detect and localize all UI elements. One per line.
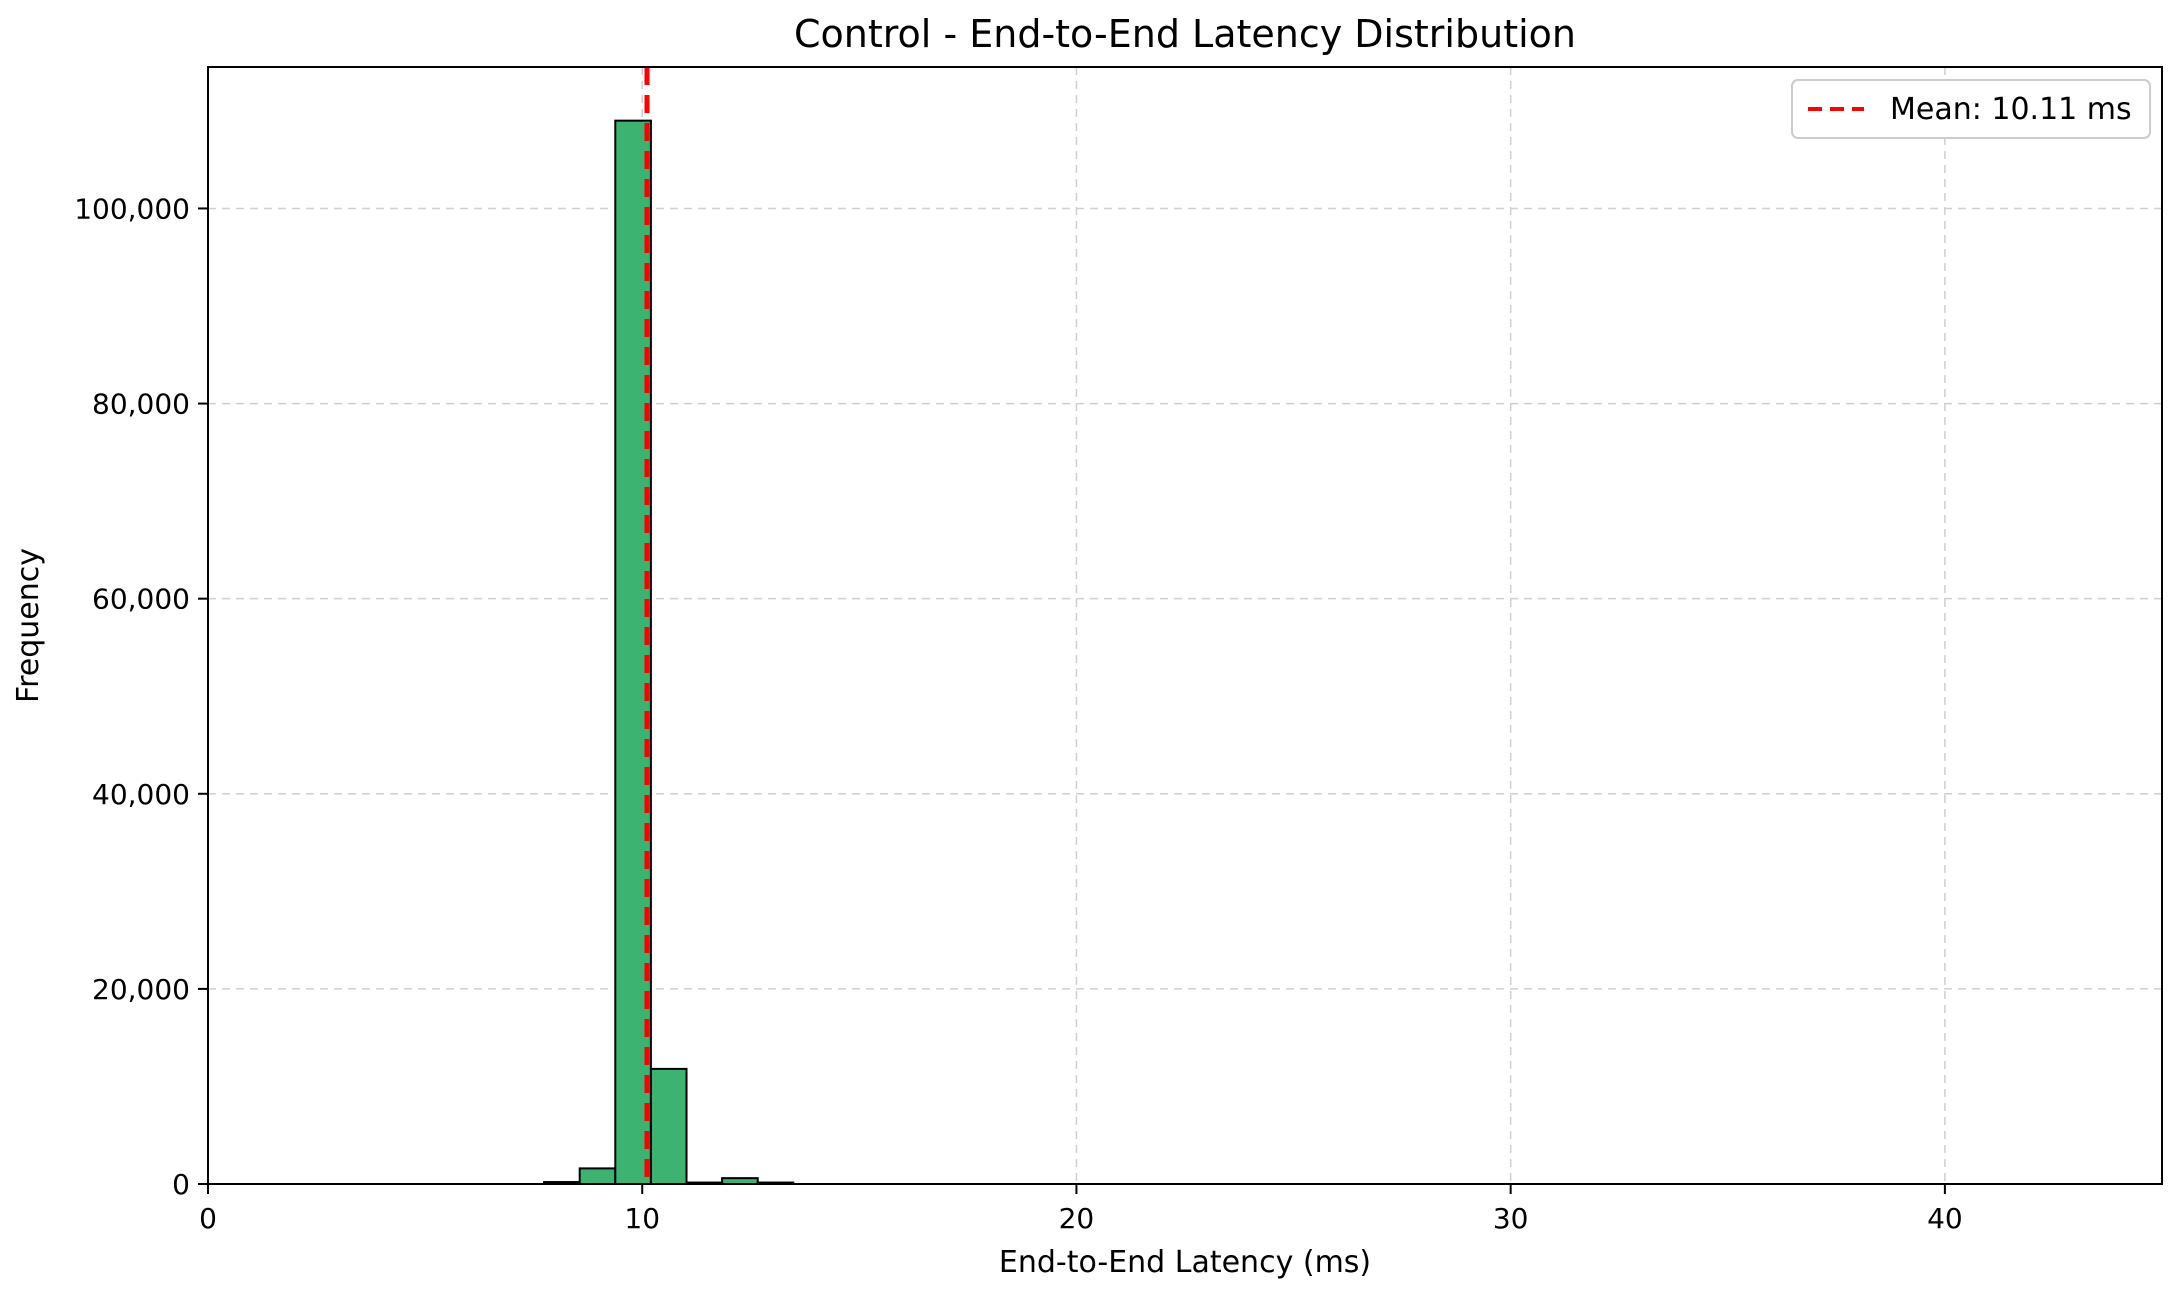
x-axis-label: End-to-End Latency (ms) (999, 1245, 1371, 1280)
plot-area-frame (207, 66, 2163, 1185)
x-axis-ticks: 0 10 20 30 40 (199, 1184, 1963, 1235)
x-tick-label: 10 (624, 1202, 660, 1235)
x-tick-label: 40 (1927, 1202, 1963, 1235)
chart-title: Control - End-to-End Latency Distributio… (794, 12, 1576, 56)
legend-box (1791, 79, 2151, 139)
legend-mean-label: Mean: 10.11 ms (1890, 92, 2132, 127)
x-tick-label: 0 (199, 1202, 217, 1235)
y-tick-label: 100,000 (74, 192, 190, 225)
x-tick-label: 30 (1493, 1202, 1529, 1235)
y-axis-ticks: 0 20,000 40,000 60,000 80,000 100,000 (74, 192, 208, 1201)
histogram-bar (578, 1167, 617, 1185)
y-tick-label: 80,000 (92, 388, 190, 421)
y-tick-label: 20,000 (92, 973, 190, 1006)
y-tick-label: 40,000 (92, 778, 190, 811)
y-tick-label: 60,000 (92, 583, 190, 616)
x-tick-label: 20 (1059, 1202, 1095, 1235)
legend: Mean: 10.11 ms (1791, 79, 2151, 139)
histogram-bar (649, 1067, 688, 1186)
y-tick-label: 0 (172, 1168, 190, 1201)
y-axis-label: Frequency (11, 548, 46, 703)
